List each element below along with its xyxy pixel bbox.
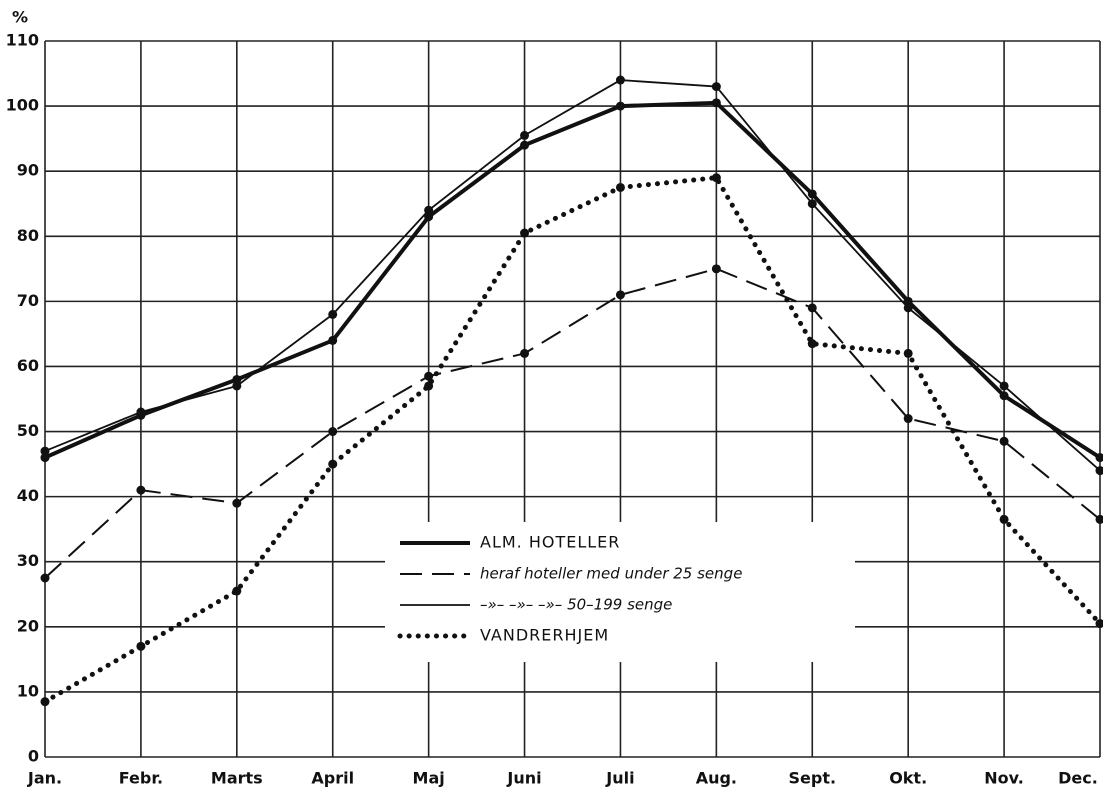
point xyxy=(807,339,817,349)
legend: ALM. HOTELLER heraf hoteller med under 25… xyxy=(385,522,855,662)
point xyxy=(40,453,50,463)
point xyxy=(1095,619,1103,629)
point xyxy=(424,381,434,391)
series-line xyxy=(42,175,1103,705)
x-tick-label: Juli xyxy=(605,769,634,788)
point xyxy=(807,189,817,199)
point xyxy=(615,290,625,300)
y-tick-label: 60 xyxy=(17,356,39,375)
x-tick-label: Okt. xyxy=(889,769,927,788)
y-tick-label: 10 xyxy=(17,681,39,700)
y-axis-label: % xyxy=(12,8,28,27)
y-tick-label: 110 xyxy=(6,31,39,50)
point xyxy=(711,264,721,274)
point xyxy=(615,101,625,111)
point xyxy=(807,303,817,313)
y-tick-label: 50 xyxy=(17,421,39,440)
y-tick-label: 40 xyxy=(17,486,39,505)
legend-box xyxy=(385,522,855,662)
legend-label: –»– –»– –»– 50–199 senge xyxy=(480,596,672,614)
point xyxy=(232,374,242,384)
x-tick-label: Jan. xyxy=(27,769,62,788)
point xyxy=(615,182,625,192)
point xyxy=(136,485,146,495)
x-tick-label: Aug. xyxy=(696,769,737,788)
series-line xyxy=(44,100,1102,460)
legend-label: VANDRERHJEM xyxy=(480,626,609,645)
x-tick-label: Dec. xyxy=(1058,769,1098,788)
point xyxy=(903,296,913,306)
point xyxy=(999,514,1009,524)
series-line xyxy=(44,79,1101,472)
y-tick-label: 80 xyxy=(17,226,39,245)
x-tick-label: Sept. xyxy=(788,769,836,788)
point xyxy=(1095,514,1103,524)
y-tick-label: 30 xyxy=(17,551,39,570)
point xyxy=(520,130,530,140)
y-tick-label: 100 xyxy=(6,96,39,115)
point xyxy=(520,228,530,238)
point xyxy=(903,348,913,358)
point xyxy=(520,348,530,358)
point xyxy=(136,641,146,651)
point xyxy=(615,75,625,85)
x-tick-label: Maj xyxy=(413,769,445,788)
x-tick-label: April xyxy=(311,769,354,788)
point xyxy=(520,140,530,150)
point xyxy=(328,309,338,319)
point xyxy=(328,335,338,345)
point xyxy=(711,82,721,92)
point xyxy=(711,98,721,108)
point xyxy=(424,371,434,381)
point xyxy=(232,586,242,596)
point xyxy=(40,573,50,583)
x-tick-label: Marts xyxy=(211,769,263,788)
point xyxy=(232,381,242,391)
point xyxy=(424,212,434,222)
legend-label: heraf hoteller med under 25 senge xyxy=(480,565,742,583)
y-tick-label: 70 xyxy=(17,291,39,310)
y-tick-label: 20 xyxy=(17,616,39,635)
point xyxy=(999,391,1009,401)
x-tick-label: Febr. xyxy=(119,769,163,788)
point xyxy=(40,446,50,456)
y-tick-label: 0 xyxy=(28,747,39,766)
point xyxy=(40,697,50,707)
point xyxy=(424,205,434,215)
point xyxy=(807,199,817,209)
point xyxy=(136,407,146,417)
y-tick-label: 90 xyxy=(17,161,39,180)
point xyxy=(1095,466,1103,476)
point xyxy=(1095,453,1103,463)
x-tick-label: Juni xyxy=(506,769,541,788)
point xyxy=(711,173,721,183)
point xyxy=(999,381,1009,391)
point xyxy=(232,498,242,508)
point xyxy=(903,303,913,313)
point xyxy=(328,459,338,469)
legend-label: ALM. HOTELLER xyxy=(480,533,620,552)
point xyxy=(903,414,913,424)
point xyxy=(328,427,338,437)
x-tick-label: Nov. xyxy=(984,769,1024,788)
point xyxy=(999,436,1009,446)
series-line xyxy=(44,267,1101,579)
